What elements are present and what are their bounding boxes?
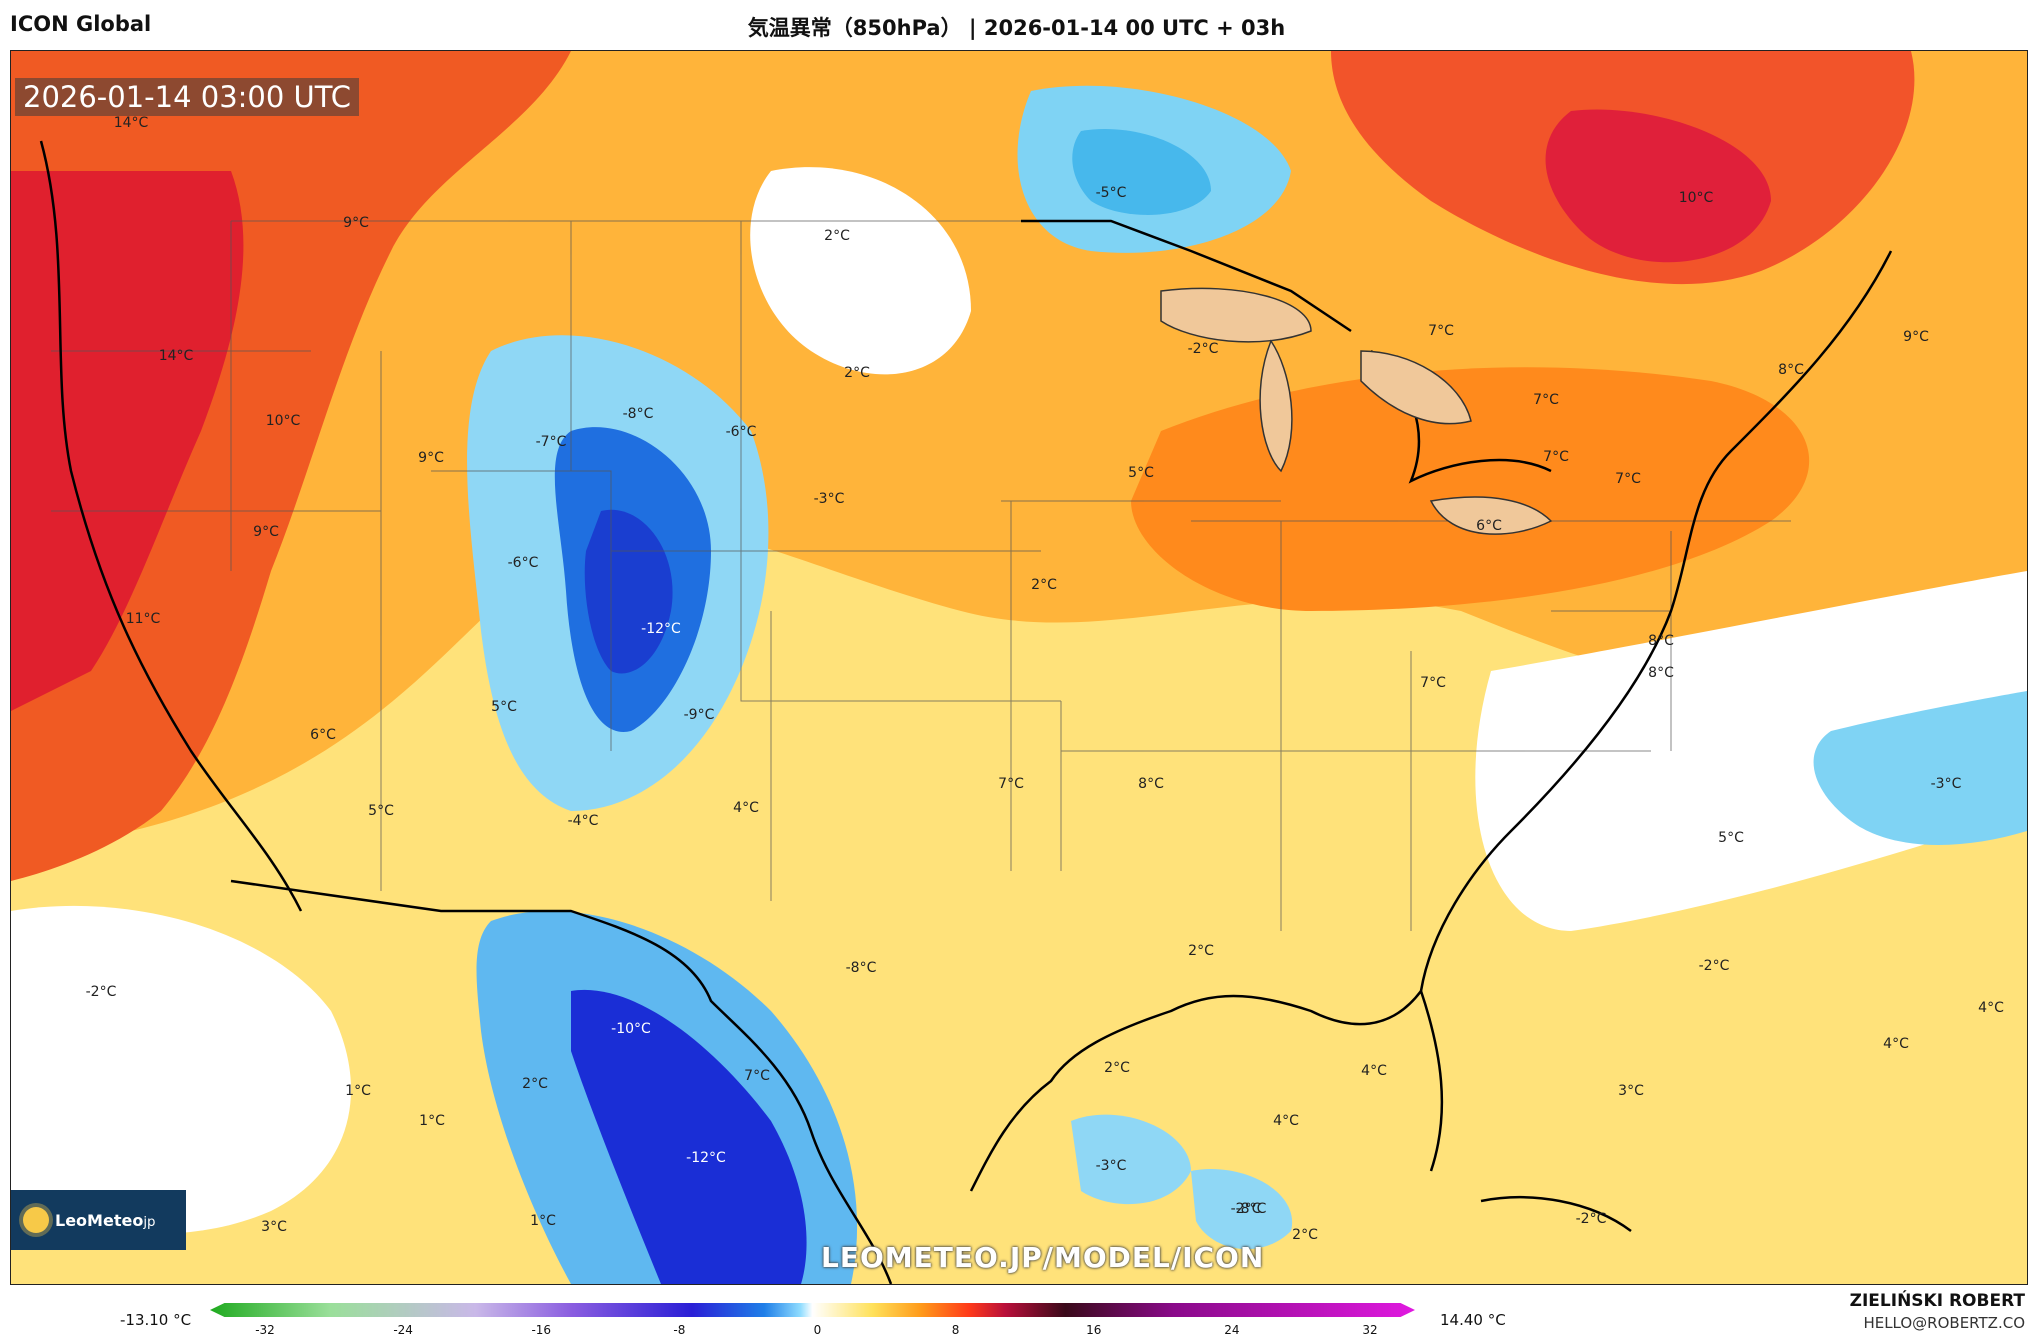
temperature-label: 14°C [113,115,149,131]
temperature-label: 10°C [1678,190,1714,206]
temperature-label: 2°C [844,365,870,381]
temperature-label: 6°C [1476,518,1502,534]
temperature-label: -2°C [1575,1211,1607,1227]
colorbar-tick: 24 [1224,1323,1240,1337]
model-name: ICON Global [10,12,152,36]
temperature-label: -2°C [1698,958,1730,974]
temperature-label: 7°C [1533,392,1559,408]
temperature-label: 2°C [522,1076,548,1092]
temperature-label: 8°C [1138,776,1164,792]
colorbar-tick: 0 [813,1323,822,1337]
colorbar-tick: -32 [255,1323,275,1337]
temperature-label: 4°C [1361,1063,1387,1079]
temperature-label: 11°C [125,611,161,627]
temperature-label: -2°C [85,984,117,1000]
temperature-label: 9°C [343,215,369,231]
author-name: ZIELIŃSKI ROBERT [1849,1291,2025,1311]
temperature-label: -7°C [535,434,567,450]
temperature-label: -3°C [1095,1158,1127,1174]
temperature-label: 2°C [1188,943,1214,959]
temperature-label: -4°C [567,813,599,829]
temperature-label: 4°C [1273,1113,1299,1129]
temperature-label: -2°C [1230,1201,1262,1217]
temperature-label: -12°C [686,1150,726,1166]
temperature-label: -9°C [683,707,715,723]
temperature-label: -12°C [641,621,681,637]
temperature-label: 2°C [1104,1060,1130,1076]
temperature-label: 10°C [265,413,301,429]
colorbar-min-label: -13.10 °C [120,1311,192,1329]
colorbar-tick: 16 [1086,1323,1102,1337]
temperature-label: 9°C [1903,329,1929,345]
temperature-label: -5°C [1095,185,1127,201]
colorbar-tick: -8 [673,1323,686,1337]
map-canvas [11,51,2027,1284]
temperature-label: 2°C [1031,577,1057,593]
anomaly-map[interactable]: 2026-01-14 03:00 UTC 14°C 9°C 14°C 10°C 9°C 9… [10,50,2028,1285]
temperature-label: -8°C [1235,1201,1267,1217]
author-email[interactable]: HELLO@ROBERTZ.CO [1863,1314,2025,1332]
temperature-label: -8°C [845,960,877,976]
temperature-label: 4°C [733,800,759,816]
logo-text: LeoMeteojp [55,1210,156,1230]
temperature-label: 5°C [1718,830,1744,846]
temperature-label: 4°C [1883,1036,1909,1052]
temperature-label: 5°C [491,699,517,715]
temperature-label: 1°C [345,1083,371,1099]
temperature-label: 1°C [419,1113,445,1129]
temperature-label: 7°C [744,1068,770,1084]
temperature-label: 14°C [158,348,194,364]
temperature-label: 9°C [418,450,444,466]
temperature-label: 7°C [1615,471,1641,487]
temperature-label: 8°C [1648,633,1674,649]
author-credit: ZIELIŃSKI ROBERT HELLO@ROBERTZ.CO [1850,1290,2025,1334]
temperature-label: 1°C [530,1213,556,1229]
temperature-label: -3°C [813,491,845,507]
temperature-label: 2°C [1292,1227,1318,1243]
colorbar-tick: 8 [951,1323,960,1337]
temperature-label: 2°C [824,228,850,244]
temperature-label: 9°C [253,524,279,540]
colorbar-max-label: 14.40 °C [1440,1311,1506,1329]
temperature-label: -10°C [611,1021,651,1037]
colorbar-tick: -16 [531,1323,552,1337]
temperature-label: 8°C [1778,362,1804,378]
temperature-label: 3°C [1618,1083,1644,1099]
colorbar-tick: -24 [393,1323,413,1337]
temperature-label: 3°C [261,1219,287,1235]
temperature-label: 7°C [998,776,1024,792]
temperature-label: -2°C [1187,341,1219,357]
temperature-label: 8°C [1648,665,1674,681]
temperature-label: -6°C [725,424,757,440]
chart-title: 気温異常（850hPa） | 2026-01-14 00 UTC + 03h [747,16,1286,40]
colorbar [210,1303,1415,1317]
site-watermark: LEOMETEO.JP/MODEL/ICON [821,1241,1265,1274]
temperature-label: 7°C [1428,323,1454,339]
valid-time-label: 2026-01-14 03:00 UTC [15,78,360,116]
temperature-label: 4°C [1978,1000,2004,1016]
temperature-label: 7°C [1543,449,1569,465]
temperature-label: -6°C [507,555,539,571]
temperature-label: 6°C [310,727,336,743]
temperature-label: 5°C [368,803,394,819]
temperature-label: 5°C [1128,465,1154,481]
temperature-label: -3°C [1930,776,1962,792]
sun-icon [23,1207,49,1233]
colorbar-tick: 32 [1362,1323,1378,1337]
leometeo-logo[interactable]: LeoMeteojp [11,1190,186,1250]
temperature-label: -8°C [622,406,654,422]
temperature-label: 7°C [1420,675,1446,691]
